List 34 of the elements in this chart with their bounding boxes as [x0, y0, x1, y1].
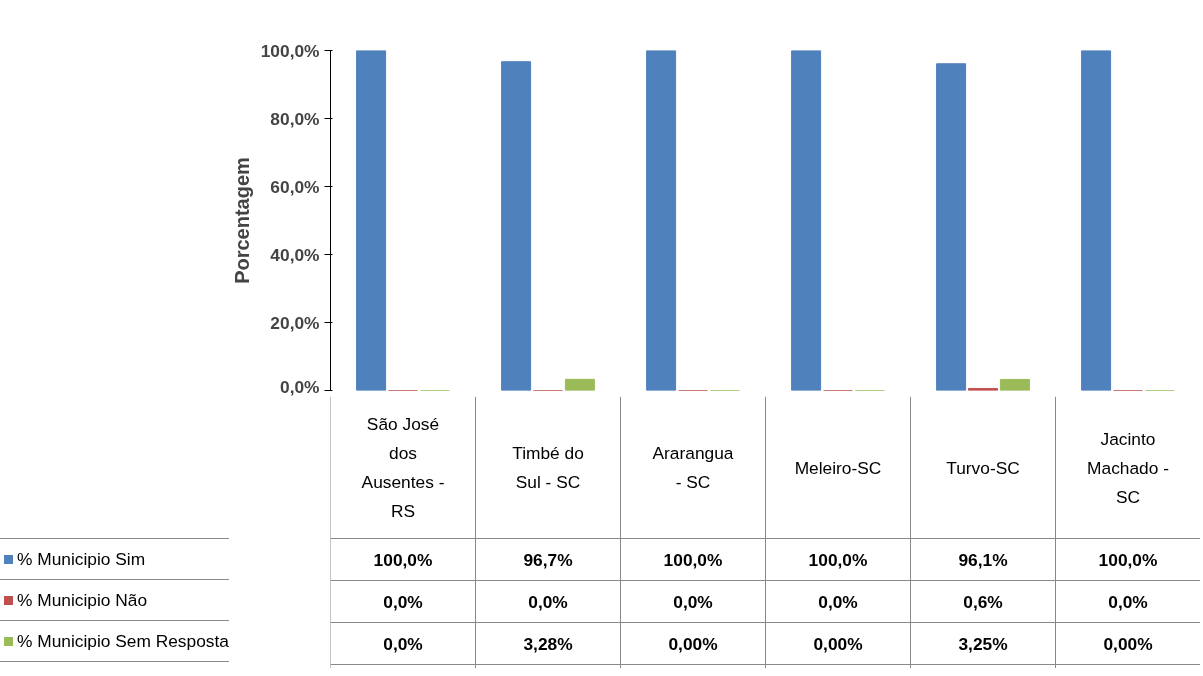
x-tick-label: Turvo-SC — [946, 457, 1020, 478]
data-label: 0,0% — [528, 591, 568, 612]
x-tick-label: São José dos Ausentes - RS — [361, 414, 445, 521]
y-tick-label: 60,0% — [270, 176, 320, 197]
data-label: 0,00% — [1103, 633, 1153, 654]
legend-label: % Municipio Não — [17, 588, 148, 612]
data-label: 100,0% — [1098, 549, 1158, 570]
data-label: 3,25% — [958, 633, 1008, 654]
x-tick-label: Timbé do Sul - SC — [512, 443, 584, 492]
legend-label: % Municipio Sem Resposta — [17, 629, 229, 653]
legend-label: % Municipio Sim — [17, 547, 146, 571]
x-tick-label: Jacinto Machado - SC — [1087, 428, 1169, 507]
data-label: 0,0% — [1108, 591, 1148, 612]
data-label: 0,00% — [668, 633, 718, 654]
data-label: 3,28% — [523, 633, 573, 654]
y-tick-label: 100,0% — [260, 40, 320, 61]
y-tick-label: 20,0% — [270, 312, 320, 333]
y-tick-label: 80,0% — [270, 108, 320, 129]
data-label: 0,0% — [673, 591, 713, 612]
data-label: 0,6% — [963, 591, 1003, 612]
y-axis-title: Porcentagem — [230, 157, 253, 284]
x-tick-label: Ararangua - SC — [652, 443, 734, 492]
data-label: 100,0% — [373, 549, 433, 570]
data-label: 96,1% — [958, 549, 1008, 570]
data-label: 96,7% — [523, 549, 573, 570]
data-label: 0,0% — [818, 591, 858, 612]
x-tick-label: Meleiro-SC — [794, 457, 882, 478]
data-label: 100,0% — [663, 549, 723, 570]
data-label: 0,0% — [383, 633, 423, 654]
data-label: 0,00% — [813, 633, 863, 654]
data-label: 0,0% — [383, 591, 423, 612]
data-label: 100,0% — [808, 549, 868, 570]
y-tick-label: 0,0% — [280, 376, 320, 397]
y-tick-label: 40,0% — [270, 244, 320, 265]
